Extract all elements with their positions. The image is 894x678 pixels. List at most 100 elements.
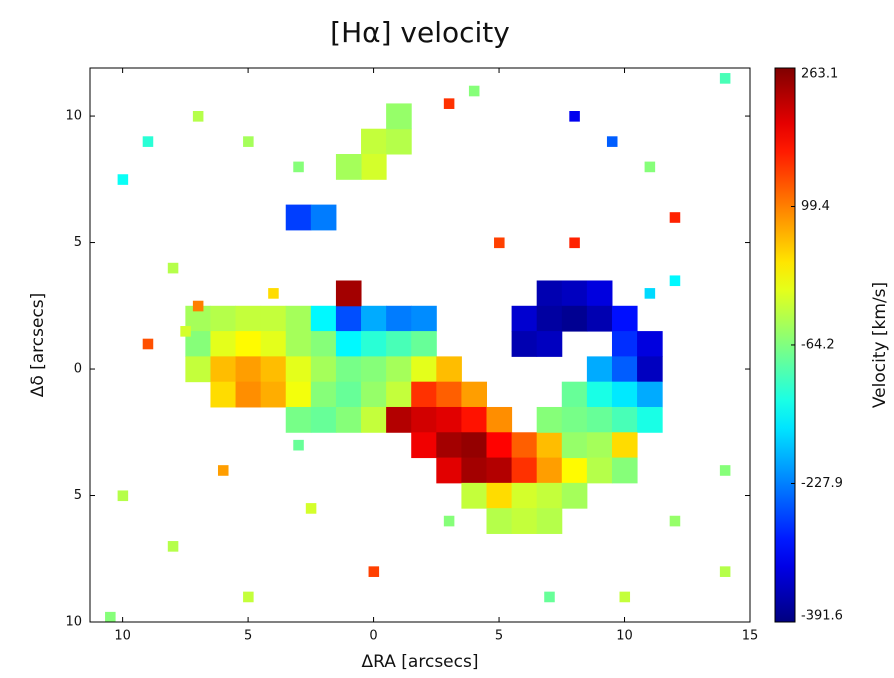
velocity-cell — [637, 331, 663, 357]
y-tick-label: 10 — [65, 615, 82, 630]
velocity-cell — [443, 98, 455, 109]
velocity-cell — [586, 280, 613, 307]
velocity-cell — [586, 432, 613, 459]
velocity-cell — [536, 482, 563, 509]
colorbar-tick-label: -227.9 — [801, 476, 843, 491]
velocity-cell — [536, 406, 563, 433]
velocity-cell — [436, 432, 462, 459]
velocity-cell — [217, 465, 229, 476]
velocity-cell — [436, 457, 462, 484]
velocity-cell — [669, 515, 681, 527]
velocity-cell — [511, 432, 538, 459]
velocity-cell — [335, 381, 362, 408]
velocity-cell — [361, 154, 387, 180]
x-tick-label: 0 — [369, 629, 377, 644]
velocity-cell — [719, 566, 731, 577]
velocity-cell — [586, 457, 613, 484]
velocity-cell — [511, 331, 538, 357]
velocity-cell — [235, 381, 262, 408]
velocity-cell — [486, 508, 513, 534]
velocity-cell — [719, 465, 731, 476]
velocity-cell — [268, 288, 279, 299]
velocity-cell — [411, 381, 437, 408]
velocity-cell — [335, 305, 362, 332]
velocity-cell — [619, 591, 631, 603]
velocity-cell — [310, 305, 337, 332]
y-tick-label: 5 — [74, 235, 82, 250]
velocity-cell — [285, 331, 312, 357]
velocity-cell — [461, 406, 488, 433]
velocity-cell — [486, 457, 513, 484]
velocity-cell — [285, 204, 312, 231]
colorbar-tick-label: -64.2 — [801, 337, 835, 352]
velocity-cell — [210, 331, 237, 357]
velocity-cell — [117, 174, 129, 185]
velocity-cell — [486, 432, 513, 459]
velocity-cell — [644, 161, 656, 173]
velocity-cell — [142, 136, 154, 147]
x-tick-label: 5 — [495, 629, 503, 644]
velocity-cell — [511, 305, 538, 332]
velocity-cell — [310, 381, 337, 408]
velocity-cell — [569, 111, 580, 122]
velocity-cell — [544, 591, 555, 603]
velocity-cell — [293, 439, 304, 451]
velocity-cell — [361, 406, 387, 433]
velocity-cell — [561, 457, 588, 484]
velocity-cell — [486, 406, 513, 433]
velocity-cell — [368, 566, 380, 577]
velocity-cell — [561, 280, 588, 307]
velocity-cell — [192, 111, 204, 122]
velocity-cell — [210, 381, 237, 408]
velocity-cell — [105, 611, 116, 623]
velocity-cell — [361, 331, 387, 357]
velocity-cell — [285, 381, 312, 408]
colorbar-tick-label: -391.6 — [801, 609, 843, 624]
velocity-cell — [637, 381, 663, 408]
velocity-cell — [637, 356, 663, 383]
velocity-cell — [361, 128, 387, 155]
velocity-cell — [561, 381, 588, 408]
velocity-cell — [644, 288, 656, 299]
velocity-cell — [611, 305, 638, 332]
velocity-cell — [536, 457, 563, 484]
velocity-cell — [386, 128, 412, 155]
velocity-cell — [210, 305, 237, 332]
velocity-cell — [511, 482, 538, 509]
velocity-cell — [536, 305, 563, 332]
velocity-cell — [561, 482, 588, 509]
chart-title: [Hα] velocity — [330, 16, 510, 49]
velocity-cell — [310, 331, 337, 357]
velocity-cell — [486, 482, 513, 509]
y-axis-label: Δδ [arcsecs] — [28, 293, 48, 398]
y-tick-label: 10 — [65, 109, 82, 124]
velocity-cell — [669, 275, 681, 287]
velocity-cell — [436, 381, 462, 408]
velocity-cell — [611, 432, 638, 459]
velocity-cell — [637, 406, 663, 433]
velocity-cell — [611, 381, 638, 408]
velocity-cell — [461, 482, 488, 509]
velocity-cell — [260, 381, 287, 408]
velocity-cell — [285, 356, 312, 383]
velocity-cell — [386, 406, 412, 433]
velocity-cell — [185, 356, 211, 383]
velocity-cell — [586, 381, 613, 408]
velocity-cell — [606, 136, 618, 147]
x-tick-label: 10 — [114, 629, 131, 644]
x-tick-label: 5 — [244, 629, 252, 644]
velocity-cell — [285, 406, 312, 433]
velocity-cell — [611, 406, 638, 433]
colorbar-tick-label: 263.1 — [801, 67, 838, 82]
y-tick-label: 0 — [74, 362, 82, 377]
velocity-cell — [235, 305, 262, 332]
velocity-cell — [611, 356, 638, 383]
velocity-cell — [536, 508, 563, 534]
velocity-cell — [235, 331, 262, 357]
velocity-cell — [117, 490, 129, 502]
velocity-cell — [586, 406, 613, 433]
plot-frame — [89, 67, 751, 623]
colorbar-tick-label: 99.4 — [801, 199, 830, 214]
velocity-cell — [443, 515, 455, 527]
velocity-cell — [260, 331, 287, 357]
